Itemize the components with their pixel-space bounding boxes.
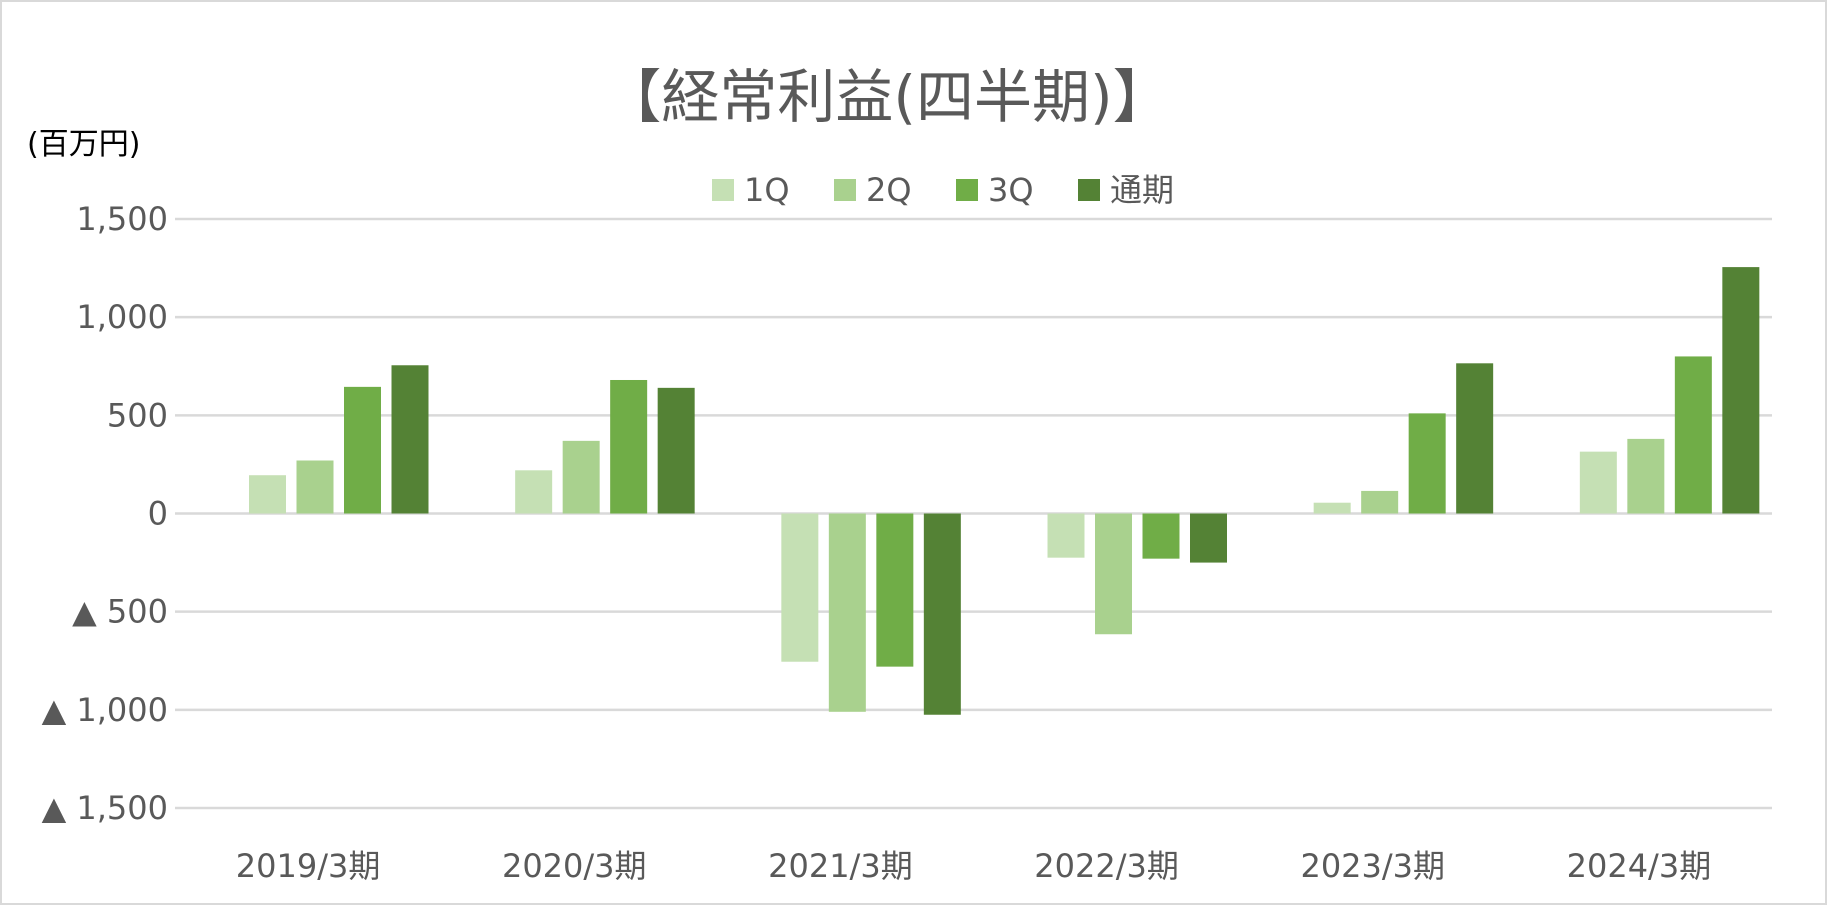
y-unit-label: (百万円) — [27, 127, 140, 162]
bar-1Q-2020/3期 — [515, 470, 553, 514]
x-tick-label: 2020/3期 — [502, 847, 647, 885]
legend-swatch — [956, 179, 978, 201]
bar-3Q-2023/3期 — [1408, 413, 1446, 514]
bar-通期-2024/3期 — [1722, 267, 1760, 514]
bar-1Q-2019/3期 — [249, 475, 286, 514]
bar-1Q-2021/3期 — [781, 513, 819, 662]
bar-通期-2022/3期 — [1190, 513, 1227, 563]
legend-label: 通期 — [1110, 171, 1174, 209]
bar-3Q-2024/3期 — [1674, 356, 1712, 514]
bar-3Q-2022/3期 — [1142, 513, 1180, 559]
y-tick-label: 1,500 — [76, 200, 168, 238]
legend-swatch — [712, 179, 734, 201]
legend-swatch — [1078, 179, 1100, 201]
y-tick-label: ▲ 1,500 — [42, 789, 168, 827]
bar-通期-2019/3期 — [391, 365, 429, 514]
bar-通期-2020/3期 — [657, 387, 695, 514]
legend-swatch — [834, 179, 856, 201]
bar-1Q-2022/3期 — [1047, 513, 1085, 558]
bar-2Q-2022/3期 — [1095, 513, 1132, 635]
x-tick-label: 2024/3期 — [1567, 847, 1712, 885]
bar-2Q-2024/3期 — [1627, 438, 1665, 514]
grid-lines — [175, 217, 1772, 810]
bar-1Q-2024/3期 — [1579, 451, 1617, 514]
y-tick-label: ▲ 1,000 — [42, 691, 168, 729]
y-tick-label: 0 — [148, 495, 168, 533]
bars — [249, 267, 1760, 715]
y-tick-label: 500 — [107, 396, 168, 434]
x-tick-label: 2019/3期 — [236, 847, 381, 885]
bar-1Q-2023/3期 — [1313, 502, 1351, 514]
legend-label: 2Q — [866, 171, 912, 209]
y-tick-label: ▲ 500 — [72, 593, 168, 631]
x-tick-label: 2022/3期 — [1034, 847, 1179, 885]
bar-2Q-2023/3期 — [1361, 490, 1399, 514]
x-tick-label: 2021/3期 — [768, 847, 913, 885]
legend-label: 3Q — [988, 171, 1034, 209]
bar-3Q-2020/3期 — [610, 379, 648, 514]
x-tick-label: 2023/3期 — [1300, 847, 1445, 885]
chart-title: 【経常利益(四半期)】 — [603, 63, 1170, 131]
bar-3Q-2021/3期 — [876, 513, 914, 667]
legend: 1Q 2Q 3Q 通期 — [712, 171, 1174, 209]
bar-3Q-2019/3期 — [344, 386, 381, 514]
bar-2Q-2021/3期 — [828, 513, 866, 712]
bar-2Q-2019/3期 — [296, 460, 334, 514]
bar-通期-2021/3期 — [923, 513, 961, 715]
y-tick-label: 1,000 — [76, 298, 168, 336]
bar-通期-2023/3期 — [1456, 363, 1494, 514]
legend-label: 1Q — [744, 171, 790, 209]
y-axis-tick-labels: 1,500 1,000 500 0 ▲ 500 ▲ 1,000 ▲ 1,500 — [42, 200, 168, 827]
x-axis-tick-labels: 2019/3期 2020/3期 2021/3期 2022/3期 2023/3期 2024/… — [236, 847, 1711, 885]
bar-2Q-2020/3期 — [562, 440, 600, 514]
